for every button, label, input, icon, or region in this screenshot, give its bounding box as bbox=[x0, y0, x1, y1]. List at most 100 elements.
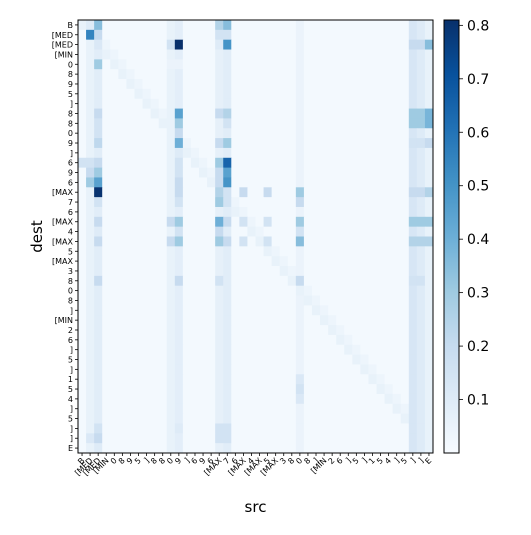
heatmap-cell bbox=[392, 236, 402, 247]
heatmap-cell bbox=[231, 393, 240, 405]
heatmap-cell bbox=[384, 334, 394, 346]
heatmap-cell bbox=[295, 88, 305, 100]
heatmap-cell bbox=[328, 167, 337, 178]
heatmap-cell bbox=[247, 49, 256, 60]
heatmap-cell bbox=[215, 108, 224, 119]
heatmap-cell bbox=[328, 20, 337, 31]
heatmap-cell bbox=[416, 256, 426, 267]
heatmap-cell bbox=[263, 236, 273, 247]
heatmap-cell bbox=[118, 187, 127, 198]
heatmap-cell bbox=[408, 344, 418, 355]
heatmap-cell bbox=[303, 236, 313, 247]
heatmap-cell bbox=[102, 236, 111, 247]
heatmap-cell bbox=[368, 285, 377, 296]
x-tick-label: ] bbox=[360, 456, 369, 465]
heatmap-cell bbox=[320, 256, 329, 267]
heatmap-cell bbox=[400, 354, 410, 365]
heatmap-cell bbox=[400, 295, 410, 306]
heatmap-cell bbox=[158, 413, 168, 424]
heatmap-cell bbox=[182, 275, 192, 287]
heatmap-cell bbox=[190, 39, 200, 50]
heatmap-cell bbox=[102, 128, 111, 139]
colorbar-tick-label: 0.4 bbox=[467, 232, 489, 248]
heatmap-cell bbox=[86, 393, 95, 405]
heatmap-cell bbox=[279, 216, 289, 228]
heatmap-cell bbox=[255, 374, 264, 385]
heatmap-cell bbox=[311, 334, 321, 346]
heatmap-cell bbox=[328, 187, 337, 198]
heatmap-cell bbox=[416, 226, 426, 237]
heatmap-cell bbox=[166, 49, 176, 60]
heatmap-cell bbox=[247, 403, 256, 415]
heatmap-cell bbox=[223, 374, 232, 385]
heatmap-cell bbox=[416, 197, 426, 208]
heatmap-cell bbox=[110, 69, 119, 80]
heatmap-cell bbox=[199, 197, 208, 208]
heatmap-cell bbox=[166, 334, 176, 346]
heatmap-cell bbox=[199, 413, 208, 424]
heatmap-cell bbox=[263, 384, 273, 395]
heatmap-cell bbox=[368, 393, 377, 405]
heatmap-cell bbox=[320, 147, 329, 159]
y-tick-label: E bbox=[68, 444, 73, 453]
heatmap-cell bbox=[344, 354, 353, 365]
heatmap-cell bbox=[295, 167, 305, 178]
heatmap-cell bbox=[207, 88, 216, 100]
heatmap-cell bbox=[239, 39, 248, 50]
heatmap-cell bbox=[368, 305, 377, 316]
heatmap-cell bbox=[158, 88, 168, 100]
heatmap-cell bbox=[303, 344, 313, 355]
x-tick-label: 8 bbox=[286, 456, 296, 466]
heatmap-cell bbox=[368, 334, 377, 346]
heatmap-cell bbox=[86, 266, 95, 277]
heatmap-cell bbox=[126, 246, 135, 257]
heatmap-cell bbox=[368, 88, 377, 100]
heatmap-cell bbox=[126, 364, 135, 375]
heatmap-cell bbox=[86, 216, 95, 228]
heatmap-cell bbox=[86, 88, 95, 100]
heatmap-cell bbox=[158, 206, 168, 218]
heatmap-cell bbox=[311, 315, 321, 326]
heatmap-cell bbox=[408, 29, 418, 41]
heatmap-cell bbox=[158, 108, 168, 119]
heatmap-cell bbox=[199, 177, 208, 188]
y-tick-label: [MED bbox=[52, 31, 73, 40]
heatmap-cell bbox=[360, 364, 369, 375]
heatmap-cell bbox=[368, 118, 377, 129]
heatmap-cell bbox=[311, 256, 321, 267]
heatmap-cell bbox=[384, 29, 394, 41]
heatmap-cell bbox=[207, 79, 216, 90]
heatmap-cell bbox=[182, 403, 192, 415]
x-tick-label: 5 bbox=[351, 456, 361, 466]
heatmap-cell bbox=[368, 325, 377, 336]
heatmap-cell bbox=[174, 20, 184, 31]
heatmap-cell bbox=[182, 285, 192, 296]
heatmap-cell bbox=[287, 325, 297, 336]
heatmap-cell bbox=[320, 374, 329, 385]
heatmap-cell bbox=[239, 266, 248, 277]
heatmap-cell bbox=[78, 216, 87, 228]
heatmap-cell bbox=[376, 423, 385, 434]
heatmap-cell bbox=[142, 266, 152, 277]
heatmap-cell bbox=[199, 384, 208, 395]
heatmap-cell bbox=[126, 20, 135, 31]
heatmap-cell bbox=[263, 39, 273, 50]
heatmap-cell bbox=[352, 433, 361, 444]
heatmap-cell bbox=[158, 79, 168, 90]
heatmap-cell bbox=[360, 266, 369, 277]
heatmap-cell bbox=[360, 39, 369, 50]
heatmap-cell bbox=[182, 39, 192, 50]
heatmap-cell bbox=[295, 49, 305, 60]
heatmap-cell bbox=[134, 443, 143, 454]
heatmap-cell bbox=[223, 108, 232, 119]
heatmap-cell bbox=[279, 403, 289, 415]
heatmap-cell bbox=[311, 443, 321, 454]
heatmap-cell bbox=[263, 206, 273, 218]
heatmap-cell bbox=[94, 88, 103, 100]
heatmap-cell bbox=[408, 305, 418, 316]
heatmap-cell bbox=[150, 256, 160, 267]
heatmap-cell bbox=[134, 236, 143, 247]
heatmap-cell bbox=[199, 344, 208, 355]
heatmap-cell bbox=[166, 187, 176, 198]
heatmap-cell bbox=[86, 315, 95, 326]
